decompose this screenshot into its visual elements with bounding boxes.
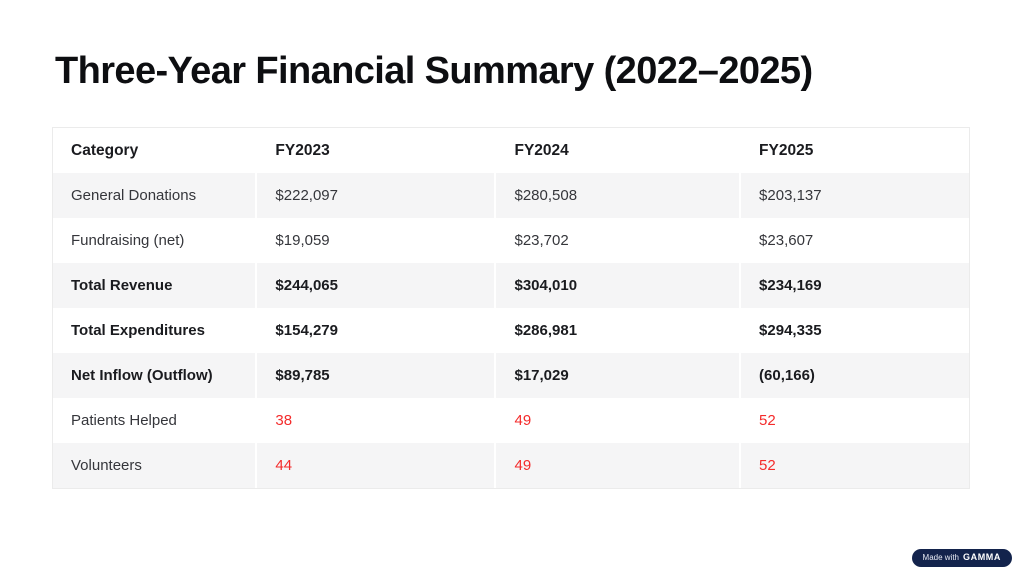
table-cell: $19,059	[255, 218, 494, 263]
table-cell-highlight-value: 38	[255, 398, 494, 443]
table-row-fundraising-net: Fundraising (net) $19,059 $23,702 $23,60…	[53, 218, 969, 263]
table-cell: Total Expenditures	[71, 322, 205, 339]
table-cell: $304,010	[494, 263, 739, 308]
table-cell: $203,137	[739, 173, 969, 218]
table-cell: $23,702	[494, 218, 739, 263]
column-header-fy2024: FY2024	[494, 128, 739, 173]
table-cell: $222,097	[255, 173, 494, 218]
column-header-category: Category	[71, 141, 139, 159]
table-cell: $244,065	[255, 263, 494, 308]
table-cell-highlight-value: 52	[739, 398, 969, 443]
table-header-row: Category FY2023 FY2024 FY2025	[53, 128, 969, 173]
table-row-total-revenue: Total Revenue $244,065 $304,010 $234,169	[53, 263, 969, 308]
table-cell: $23,607	[739, 218, 969, 263]
table-cell: Net Inflow (Outflow)	[71, 367, 213, 384]
table-cell: $286,981	[494, 308, 739, 353]
table-cell: $89,785	[255, 353, 494, 398]
table-cell: General Donations	[71, 187, 197, 204]
table-cell: Patients Helped	[71, 412, 177, 429]
table-cell-highlight-value: 44	[255, 443, 494, 488]
made-with-gamma-badge[interactable]: Made with GAMMA	[911, 549, 1012, 567]
page-title: Three-Year Financial Summary (2022–2025)	[55, 50, 813, 92]
table-cell: $294,335	[739, 308, 969, 353]
table-row-net-inflow-outflow: Net Inflow (Outflow) $89,785 $17,029 (60…	[53, 353, 969, 398]
table-cell-negative-value: (60,166)	[739, 353, 969, 398]
financial-summary-table: Category FY2023 FY2024 FY2025 General Do…	[52, 127, 970, 489]
table-cell: Volunteers	[71, 457, 142, 474]
gamma-logo: GAMMA	[963, 552, 1001, 562]
made-with-label: Made with	[922, 553, 959, 562]
table-cell: Total Revenue	[71, 277, 173, 294]
table-cell-highlight-value: 52	[739, 443, 969, 488]
table-cell: $234,169	[739, 263, 969, 308]
table-cell-highlight-value: 49	[494, 443, 739, 488]
column-header-fy2025: FY2025	[739, 128, 969, 173]
table-cell: Fundraising (net)	[71, 232, 185, 249]
column-header-fy2023: FY2023	[255, 128, 494, 173]
table-row-volunteers: Volunteers 44 49 52	[53, 443, 969, 488]
table-cell-highlight-value: 49	[494, 398, 739, 443]
table-cell: $154,279	[255, 308, 494, 353]
table-row-patients-helped: Patients Helped 38 49 52	[53, 398, 969, 443]
table-cell: $17,029	[494, 353, 739, 398]
table-row-general-donations: General Donations $222,097 $280,508 $203…	[53, 173, 969, 218]
table-cell: $280,508	[494, 173, 739, 218]
table-row-total-expenditures: Total Expenditures $154,279 $286,981 $29…	[53, 308, 969, 353]
